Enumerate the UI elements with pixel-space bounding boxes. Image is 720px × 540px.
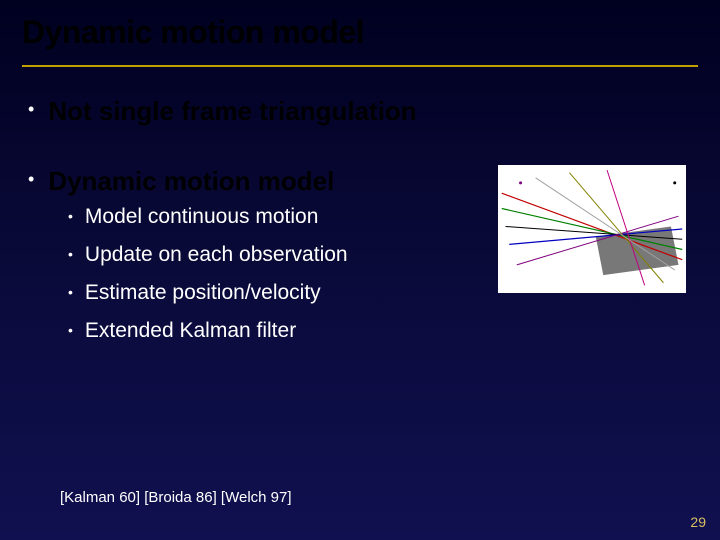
sub-bullet-2-text: Estimate position/velocity: [85, 279, 321, 307]
sub-bullet-0-text: Model continuous motion: [85, 203, 318, 231]
bullet-dot-icon: •: [28, 165, 34, 193]
bullet-0: • Not single frame triangulation: [22, 95, 698, 127]
sub-bullet-3: • Extended Kalman filter: [68, 317, 698, 345]
bullet-dot-icon: •: [68, 279, 73, 305]
bullet-1-text: Dynamic motion model: [48, 165, 334, 197]
title-block: Dynamic motion model: [0, 0, 720, 59]
sub-bullet-3-text: Extended Kalman filter: [85, 317, 296, 345]
bullet-0-text: Not single frame triangulation: [48, 95, 416, 127]
page-number: 29: [690, 514, 706, 530]
bullet-dot-icon: •: [28, 95, 34, 123]
figure-svg: [498, 165, 686, 293]
content-area: • Not single frame triangulation • Dynam…: [0, 67, 720, 345]
slide-title: Dynamic motion model: [22, 14, 698, 51]
references: [Kalman 60] [Broida 86] [Welch 97]: [60, 489, 292, 506]
bullet-dot-icon: •: [68, 203, 73, 229]
sub-bullet-1-text: Update on each observation: [85, 241, 348, 269]
motion-model-figure: [498, 165, 686, 293]
bullet-dot-icon: •: [68, 317, 73, 343]
bullet-dot-icon: •: [68, 241, 73, 267]
